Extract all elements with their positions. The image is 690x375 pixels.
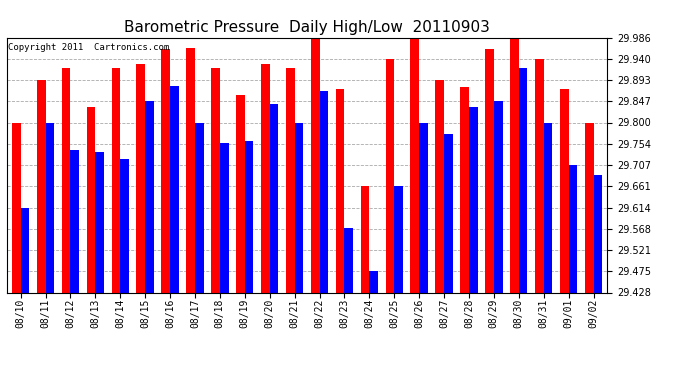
Bar [485, 50, 494, 292]
Bar [145, 101, 154, 292]
Bar [386, 58, 394, 292]
Bar [21, 207, 29, 292]
Bar [444, 134, 453, 292]
Bar [411, 38, 419, 292]
Bar [120, 159, 129, 292]
Bar [261, 64, 270, 292]
Bar [161, 50, 170, 292]
Bar [344, 228, 353, 292]
Bar [535, 58, 544, 292]
Bar [286, 68, 295, 292]
Bar [569, 165, 578, 292]
Bar [369, 271, 378, 292]
Bar [112, 68, 120, 292]
Bar [236, 95, 245, 292]
Bar [270, 104, 278, 292]
Bar [245, 141, 253, 292]
Bar [37, 80, 46, 292]
Bar [95, 152, 104, 292]
Bar [310, 38, 319, 292]
Bar [46, 123, 55, 292]
Bar [510, 38, 519, 292]
Bar [585, 123, 593, 292]
Bar [195, 123, 204, 292]
Bar [435, 80, 444, 292]
Bar [61, 68, 70, 292]
Bar [419, 123, 428, 292]
Bar [220, 143, 228, 292]
Title: Barometric Pressure  Daily High/Low  20110903: Barometric Pressure Daily High/Low 20110… [124, 20, 490, 35]
Bar [70, 150, 79, 292]
Bar [295, 123, 304, 292]
Bar [394, 186, 403, 292]
Bar [519, 68, 527, 292]
Bar [137, 64, 145, 292]
Bar [170, 86, 179, 292]
Bar [319, 90, 328, 292]
Bar [544, 123, 553, 292]
Bar [560, 89, 569, 292]
Bar [494, 101, 502, 292]
Bar [336, 89, 344, 292]
Bar [469, 106, 477, 292]
Bar [12, 123, 21, 292]
Bar [87, 107, 95, 292]
Bar [593, 175, 602, 292]
Bar [361, 186, 369, 292]
Bar [460, 87, 469, 292]
Bar [211, 68, 220, 292]
Bar [186, 48, 195, 292]
Text: Copyright 2011  Cartronics.com: Copyright 2011 Cartronics.com [8, 43, 169, 52]
